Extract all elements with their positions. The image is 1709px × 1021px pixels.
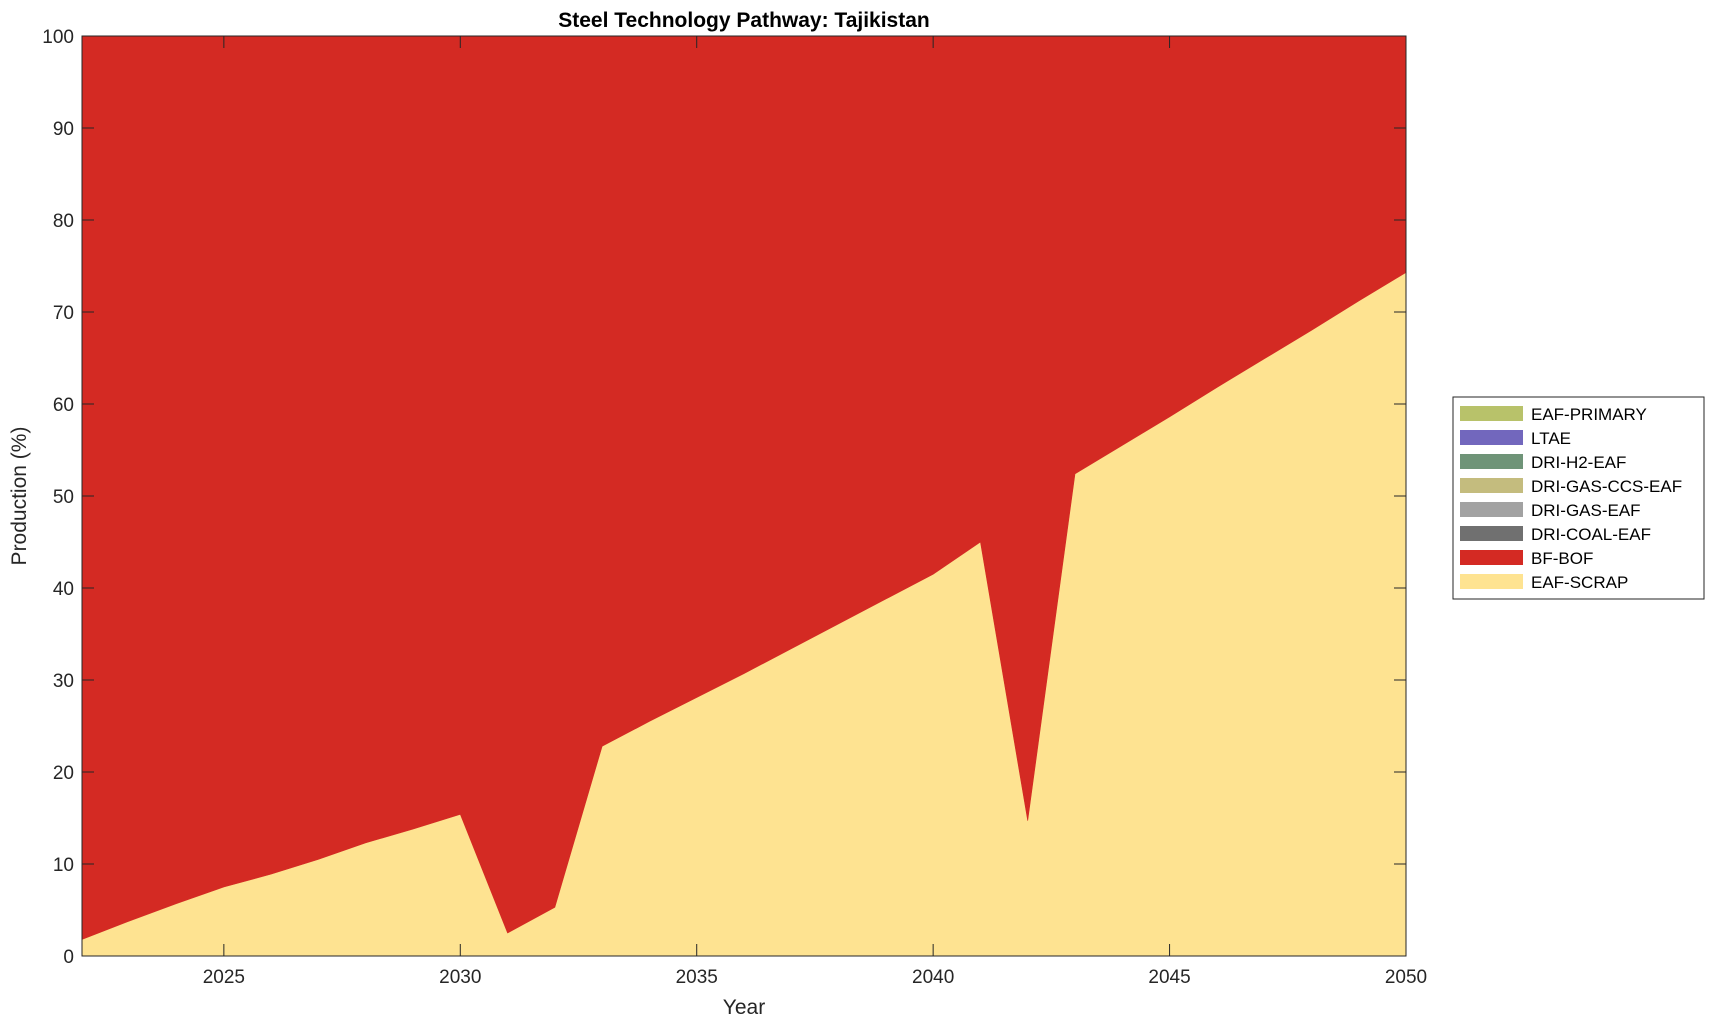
chart-title: Steel Technology Pathway: Tajikistan [558, 9, 929, 32]
y-tick-label: 40 [53, 579, 74, 600]
legend-swatch [1460, 454, 1523, 469]
legend: EAF-PRIMARY LTAE DRI-H2-EAF DRI-GAS-CCS-EAF… [1452, 396, 1705, 600]
legend-label: DRI-GAS-EAF [1531, 501, 1641, 520]
legend-label: EAF-SCRAP [1531, 573, 1628, 592]
legend-swatch [1460, 430, 1523, 445]
legend-swatch [1460, 526, 1523, 541]
y-tick-label: 20 [53, 763, 74, 784]
y-tick-label: 10 [53, 855, 74, 876]
y-tick-label: 90 [53, 119, 74, 140]
legend-label: DRI-GAS-CCS-EAF [1531, 477, 1682, 496]
x-tick-label: 2030 [439, 967, 481, 988]
legend-swatch [1460, 574, 1523, 589]
legend-label: LTAE [1531, 429, 1571, 448]
area-series-group [81, 35, 1407, 957]
legend-box [1452, 396, 1705, 600]
y-axis: 0 10 20 30 40 50 60 70 80 90 100 [42, 27, 1406, 968]
y-tick-label: 0 [63, 947, 74, 968]
legend-swatch [1460, 406, 1523, 421]
legend-swatch [1460, 550, 1523, 565]
x-axis: 2025 2030 2035 2040 2045 2050 [203, 36, 1427, 988]
x-tick-label: 2045 [1148, 967, 1190, 988]
legend-swatch [1460, 478, 1523, 493]
y-tick-label: 30 [53, 671, 74, 692]
legend-label: DRI-H2-EAF [1531, 453, 1626, 472]
x-tick-label: 2050 [1385, 967, 1427, 988]
y-tick-label: 50 [53, 487, 74, 508]
legend-label: BF-BOF [1531, 549, 1593, 568]
x-axis-label: Year [723, 996, 765, 1019]
legend-label: DRI-COAL-EAF [1531, 525, 1651, 544]
y-tick-label: 100 [42, 27, 74, 48]
y-tick-label: 80 [53, 211, 74, 232]
x-tick-label: 2035 [676, 967, 718, 988]
y-axis-label: Production (%) [8, 427, 31, 566]
x-tick-label: 2040 [912, 967, 954, 988]
y-tick-label: 70 [53, 303, 74, 324]
legend-label: EAF-PRIMARY [1531, 405, 1647, 424]
legend-swatch [1460, 502, 1523, 517]
x-tick-label: 2025 [203, 967, 245, 988]
y-tick-label: 60 [53, 395, 74, 416]
